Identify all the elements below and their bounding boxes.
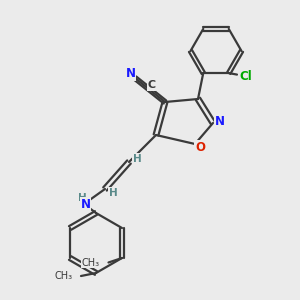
Text: H: H	[109, 188, 118, 198]
Text: H: H	[78, 193, 87, 203]
Text: C: C	[147, 80, 156, 90]
Text: N: N	[214, 115, 225, 128]
Text: CH₃: CH₃	[55, 271, 73, 281]
Text: H: H	[133, 154, 142, 164]
Text: N: N	[80, 197, 91, 211]
Text: N: N	[125, 67, 136, 80]
Text: O: O	[195, 141, 206, 154]
Text: Cl: Cl	[239, 70, 252, 83]
Text: CH₃: CH₃	[82, 257, 100, 268]
